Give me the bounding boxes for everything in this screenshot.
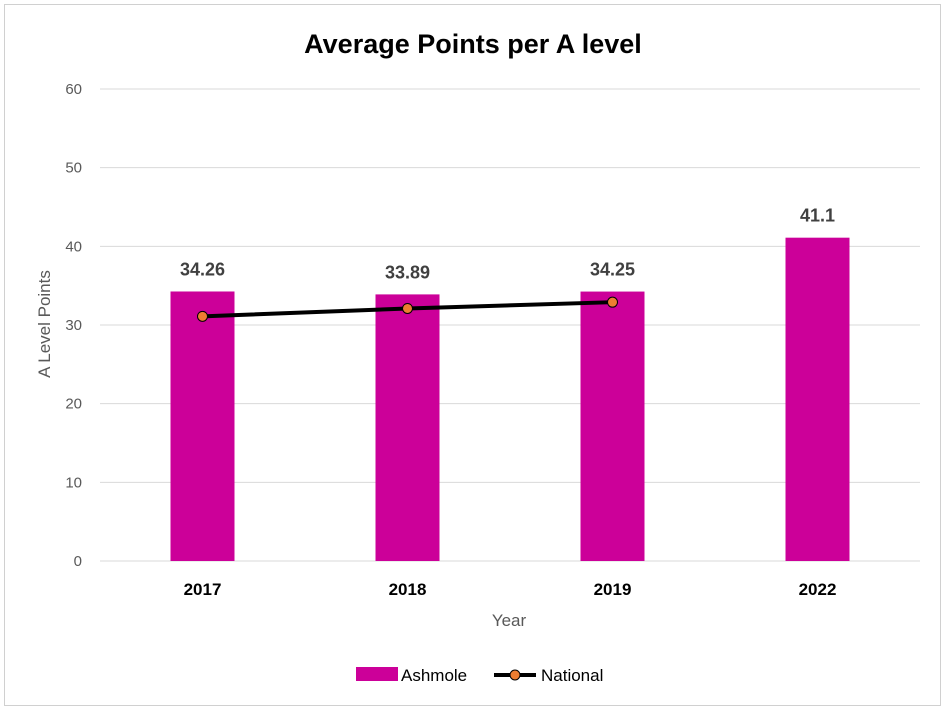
bar-data-label: 33.89: [385, 262, 430, 282]
national-point: [197, 310, 208, 322]
legend-swatch-ashmole: [356, 667, 398, 681]
y-tick-label: 40: [65, 238, 82, 255]
legend: Ashmole National: [356, 666, 603, 685]
bar-2019: [580, 291, 645, 561]
x-axis-ticks: 2017 2018 2019 2022: [184, 580, 837, 599]
y-tick-label: 30: [65, 317, 82, 334]
x-tick-label: 2019: [594, 580, 632, 599]
bar-series: [170, 237, 850, 561]
bar-data-label: 34.26: [180, 259, 225, 279]
x-tick-label: 2017: [184, 580, 222, 599]
bar-data-labels: 34.26 33.89 34.25 41.1: [180, 206, 835, 283]
bar-data-label: 34.25: [590, 260, 635, 280]
chart-title: Average Points per A level: [304, 29, 642, 59]
x-tick-label: 2022: [799, 580, 837, 599]
legend-label-national: National: [541, 666, 603, 685]
gridlines: [100, 88, 920, 562]
bar-data-label: 41.1: [800, 206, 835, 226]
legend-label-ashmole: Ashmole: [401, 666, 467, 685]
y-tick-label: 60: [65, 81, 82, 98]
national-point: [607, 296, 618, 308]
legend-marker-national: [509, 669, 521, 681]
y-tick-label: 10: [65, 474, 82, 491]
bar-2017: [170, 291, 235, 561]
y-axis-ticks: 0 10 20 30 40 50 60: [65, 81, 82, 570]
chart-frame: [4, 4, 941, 706]
line-series: [197, 296, 618, 322]
bar-2022: [785, 237, 850, 561]
y-tick-label: 0: [74, 553, 82, 570]
y-axis-label: A Level Points: [35, 270, 54, 378]
y-tick-label: 50: [65, 160, 82, 177]
y-tick-label: 20: [65, 396, 82, 413]
national-point: [402, 302, 413, 314]
bar-2018: [375, 294, 440, 561]
x-tick-label: 2018: [389, 580, 427, 599]
x-axis-label: Year: [492, 611, 527, 630]
